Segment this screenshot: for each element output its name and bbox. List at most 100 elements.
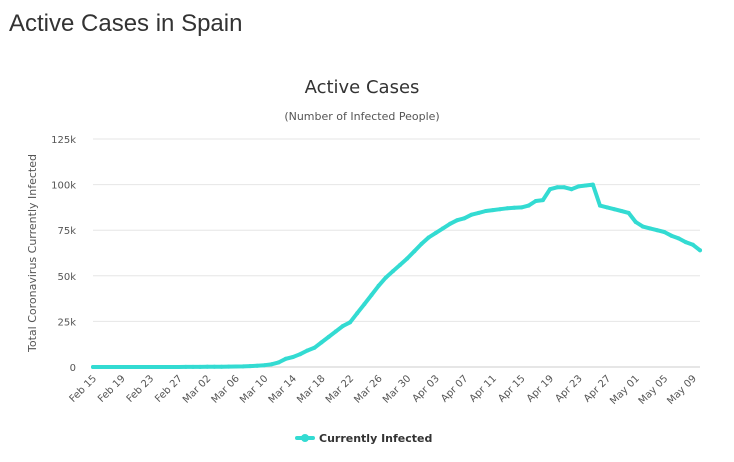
data-point[interactable] — [390, 269, 395, 274]
data-point[interactable] — [476, 210, 481, 215]
data-point[interactable] — [219, 364, 224, 369]
data-point[interactable] — [383, 275, 388, 280]
x-tick-label: Apr 03 — [411, 373, 442, 404]
data-point[interactable] — [640, 224, 645, 229]
data-point[interactable] — [648, 226, 652, 231]
data-point[interactable] — [676, 236, 681, 241]
data-point[interactable] — [405, 256, 410, 261]
data-point[interactable] — [233, 364, 238, 369]
data-point[interactable] — [683, 240, 688, 245]
data-point[interactable] — [426, 235, 431, 240]
data-point[interactable] — [226, 364, 231, 369]
data-point[interactable] — [376, 283, 381, 288]
data-point[interactable] — [169, 365, 174, 369]
data-point[interactable] — [119, 365, 124, 369]
data-point[interactable] — [298, 352, 303, 357]
data-point[interactable] — [598, 203, 602, 208]
data-point[interactable] — [590, 182, 595, 187]
data-point[interactable] — [276, 360, 281, 365]
data-point[interactable] — [333, 329, 338, 334]
data-point[interactable] — [305, 348, 310, 353]
data-point[interactable] — [162, 365, 167, 369]
data-point[interactable] — [605, 205, 610, 210]
data-point[interactable] — [698, 248, 702, 253]
legend[interactable]: Currently Infected — [295, 432, 432, 445]
data-point[interactable] — [340, 324, 345, 328]
data-point[interactable] — [355, 311, 360, 316]
data-point[interactable] — [626, 210, 631, 215]
data-point[interactable] — [455, 218, 460, 223]
data-point[interactable] — [440, 226, 445, 231]
data-point[interactable] — [512, 205, 517, 210]
data-point[interactable] — [98, 365, 103, 369]
data-point[interactable] — [655, 228, 660, 233]
data-point[interactable] — [690, 242, 695, 247]
data-point[interactable] — [669, 233, 674, 238]
data-point[interactable] — [555, 185, 560, 190]
x-tick-label: May 01 — [608, 373, 642, 407]
data-point[interactable] — [462, 216, 467, 221]
data-point[interactable] — [369, 293, 374, 297]
data-point[interactable] — [569, 187, 574, 192]
data-point[interactable] — [540, 198, 545, 203]
data-point[interactable] — [419, 241, 424, 246]
data-point[interactable] — [241, 364, 245, 369]
data-point[interactable] — [519, 205, 524, 210]
x-tick-label: Apr 15 — [496, 373, 527, 404]
data-point[interactable] — [205, 364, 210, 369]
data-point[interactable] — [126, 365, 131, 369]
data-point[interactable] — [348, 320, 353, 325]
data-point[interactable] — [105, 365, 110, 369]
data-point[interactable] — [619, 209, 624, 213]
data-point[interactable] — [362, 302, 367, 307]
data-point[interactable] — [548, 187, 552, 192]
data-point[interactable] — [198, 364, 203, 369]
data-point[interactable] — [398, 262, 403, 267]
data-point[interactable] — [283, 356, 288, 361]
chart-subtitle: (Number of Infected People) — [284, 110, 439, 123]
data-point[interactable] — [255, 363, 260, 368]
data-point[interactable] — [576, 184, 581, 189]
data-point[interactable] — [291, 355, 295, 359]
x-tick-label: Apr 07 — [439, 373, 470, 404]
data-point[interactable] — [319, 340, 324, 345]
x-tick-label: Mar 26 — [352, 373, 384, 405]
data-point[interactable] — [533, 199, 538, 203]
data-point[interactable] — [583, 183, 588, 188]
data-point[interactable] — [141, 365, 145, 369]
data-point[interactable] — [262, 363, 267, 368]
data-point[interactable] — [498, 207, 502, 212]
x-tick-label: Mar 02 — [181, 373, 213, 405]
legend-swatch-marker — [301, 434, 309, 442]
data-point[interactable] — [562, 185, 567, 190]
data-point[interactable] — [191, 364, 195, 369]
data-point[interactable] — [248, 364, 253, 369]
data-point[interactable] — [662, 230, 667, 234]
data-point[interactable] — [133, 365, 138, 369]
data-point[interactable] — [505, 206, 510, 211]
data-point[interactable] — [633, 220, 638, 224]
data-point[interactable] — [91, 365, 95, 369]
data-point[interactable] — [469, 212, 474, 217]
data-point[interactable] — [112, 365, 117, 369]
data-point[interactable] — [148, 365, 153, 369]
data-point[interactable] — [448, 221, 453, 226]
data-point[interactable] — [269, 362, 274, 367]
data-point[interactable] — [483, 209, 488, 213]
data-point[interactable] — [433, 230, 438, 235]
data-point[interactable] — [612, 207, 617, 212]
data-point[interactable] — [412, 249, 417, 254]
x-tick-label: Mar 06 — [210, 373, 242, 405]
data-point[interactable] — [490, 208, 495, 213]
data-point[interactable] — [526, 203, 531, 208]
x-tick-label: Mar 10 — [238, 373, 270, 405]
x-tick-label: Mar 14 — [267, 373, 299, 405]
legend-item-currently-infected[interactable]: Currently Infected — [319, 432, 432, 445]
data-point[interactable] — [176, 365, 181, 369]
data-point[interactable] — [312, 345, 317, 350]
data-point[interactable] — [183, 364, 188, 369]
data-point[interactable] — [212, 364, 217, 369]
data-point[interactable] — [326, 334, 331, 339]
data-point[interactable] — [155, 365, 160, 369]
series-layer — [91, 182, 702, 369]
